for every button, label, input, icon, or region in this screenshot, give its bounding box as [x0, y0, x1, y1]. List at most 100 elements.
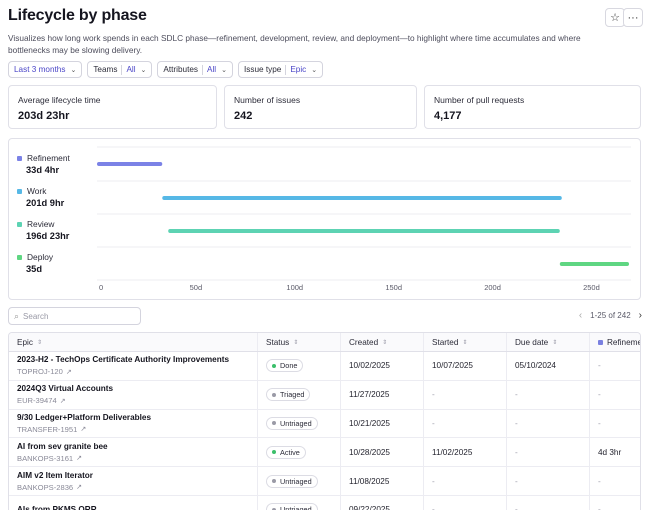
- column-header-due-date[interactable]: Due date ⇕: [507, 333, 590, 351]
- status-dot: [272, 507, 276, 510]
- sort-icon: ⇕: [552, 339, 558, 346]
- phase-bar-work[interactable]: [162, 196, 562, 200]
- date-range-filter[interactable]: Last 3 months ⌄: [8, 61, 83, 78]
- created-cell: 11/27/2025: [341, 380, 424, 409]
- metric-card-issues: Number of issues 242: [224, 85, 417, 129]
- refinement-cell: -: [598, 361, 601, 371]
- issue-type-filter-value: Epic: [290, 65, 307, 74]
- refinement-cell: -: [598, 390, 601, 400]
- epic-name-link[interactable]: AI from sev granite bee: [17, 441, 108, 451]
- page-description: Visualizes how long work spends in each …: [8, 33, 581, 55]
- due-date-cell: -: [507, 495, 590, 510]
- status-cell: Triaged: [258, 380, 341, 409]
- external-link-icon: ↗: [76, 484, 83, 492]
- issue-type-filter-label: Issue type: [244, 65, 282, 74]
- epic-cell: 2023-H2 - TechOps Certificate Authority …: [9, 352, 258, 380]
- epic-cell: 9/30 Ledger+Platform Deliverables TRANSFE…: [9, 409, 258, 438]
- metric-label: Number of issues: [234, 95, 301, 105]
- search-icon: ⌕: [14, 310, 20, 321]
- chart-plot-area: 0 50d 100d 150d 200d 250d: [97, 146, 631, 292]
- refinement-cell: -: [598, 505, 601, 510]
- metric-value: 203d 23hr: [18, 110, 70, 122]
- epic-name-link[interactable]: AIM v2 Item Iterator: [17, 470, 93, 480]
- legend-swatch: [17, 155, 22, 161]
- table-header: Epic ⇕ Status ⇕ Created ⇕ Started ⇕ Due date…: [9, 333, 640, 352]
- due-date-cell: -: [507, 438, 590, 467]
- attributes-filter[interactable]: Attributes All ⌄: [157, 61, 233, 78]
- epic-key[interactable]: TOPROJ-120 ↗: [17, 367, 72, 377]
- favorite-button[interactable]: ☆: [605, 8, 625, 27]
- x-tick-label: 150d: [385, 283, 402, 292]
- created-cell: 09/22/2025: [341, 495, 424, 510]
- epic-cell: AIM v2 Item Iterator BANKOPS-2836 ↗: [9, 467, 258, 495]
- legend-value: 196d 23hr: [26, 231, 70, 241]
- date-range-value: Last 3 months: [14, 65, 66, 74]
- epic-name-link[interactable]: 2023-H2 - TechOps Certificate Authority …: [17, 355, 230, 365]
- external-link-icon: ↗: [76, 455, 83, 463]
- x-tick-label: 100d: [286, 283, 303, 292]
- refinement-cell: -: [598, 476, 601, 486]
- table-row[interactable]: 9/30 Ledger+Platform Deliverables TRANSFE…: [9, 409, 640, 439]
- epic-key[interactable]: BANKOPS-2836 ↗: [17, 482, 83, 492]
- legend-swatch: [17, 221, 22, 227]
- teams-filter[interactable]: Teams All ⌄: [87, 61, 153, 78]
- sort-icon: ⇕: [462, 339, 468, 346]
- refinement-swatch: [598, 339, 603, 345]
- metric-value: 4,177: [434, 110, 462, 122]
- table-row[interactable]: AI from sev granite bee BANKOPS-3161 ↗ Acti…: [9, 438, 640, 468]
- external-link-icon: ↗: [59, 397, 66, 405]
- legend-swatch: [17, 254, 22, 260]
- epic-key[interactable]: EUR-39474 ↗: [17, 396, 66, 406]
- status-badge: Untriaged: [266, 474, 318, 488]
- due-date-cell: -: [507, 409, 590, 438]
- chevron-down-icon: ⌄: [221, 66, 227, 74]
- refinement-cell: 4d 3hr: [598, 447, 622, 457]
- more-options-button[interactable]: ···: [623, 8, 643, 27]
- column-header-started[interactable]: Started ⇕: [424, 333, 507, 351]
- next-page-button[interactable]: ›: [638, 310, 642, 321]
- table-row[interactable]: 2024Q3 Virtual Accounts EUR-39474 ↗ Triaged…: [9, 380, 640, 410]
- epic-key[interactable]: TRANSFER-1951 ↗: [17, 424, 87, 434]
- due-date-cell: 05/10/2024: [507, 352, 590, 380]
- column-header-created[interactable]: Created ⇕: [341, 333, 424, 351]
- table-row[interactable]: AIs from PKMS ORR Untriaged 09/22/2025- - -: [9, 495, 640, 510]
- issue-type-filter[interactable]: Issue type Epic ⌄: [238, 61, 324, 78]
- created-cell: 10/21/2025: [341, 409, 424, 438]
- status-dot: [272, 450, 276, 455]
- legend-label: Deploy: [27, 252, 54, 262]
- divider: [121, 64, 123, 75]
- metric-label: Number of pull requests: [434, 95, 525, 105]
- epic-key[interactable]: BANKOPS-3161 ↗: [17, 453, 83, 463]
- table-row[interactable]: AIM v2 Item Iterator BANKOPS-2836 ↗ Untriag…: [9, 467, 640, 496]
- legend-label: Refinement: [27, 153, 70, 163]
- started-cell: -: [424, 409, 507, 438]
- due-date-cell: -: [507, 380, 590, 409]
- column-header-refinement[interactable]: Refineme: [590, 333, 640, 351]
- search-input[interactable]: ⌕ Search: [8, 307, 141, 325]
- epic-name-link[interactable]: AIs from PKMS ORR: [17, 505, 97, 510]
- teams-filter-value: All: [126, 65, 136, 74]
- prev-page-button[interactable]: ‹: [578, 310, 583, 321]
- metric-value: 242: [234, 110, 253, 122]
- epic-cell: 2024Q3 Virtual Accounts EUR-39474 ↗: [9, 380, 258, 409]
- divider: [202, 64, 204, 75]
- x-tick-label: 0: [99, 283, 103, 292]
- x-tick-label: 200d: [484, 283, 501, 292]
- table-body: 2023-H2 - TechOps Certificate Authority …: [9, 352, 640, 510]
- more-icon: ···: [627, 11, 639, 24]
- column-header-status[interactable]: Status ⇕: [258, 333, 341, 351]
- column-header-epic[interactable]: Epic ⇕: [9, 333, 258, 351]
- external-link-icon: ↗: [80, 426, 87, 434]
- status-dot: [272, 363, 276, 368]
- table-row[interactable]: 2023-H2 - TechOps Certificate Authority …: [9, 352, 640, 381]
- phase-bar-deploy[interactable]: [559, 262, 630, 266]
- page-title: Lifecycle by phase: [8, 7, 147, 24]
- refinement-cell: -: [598, 418, 601, 428]
- phase-bar-review[interactable]: [168, 229, 560, 233]
- sort-icon: ⇕: [293, 339, 299, 346]
- epics-table: Epic ⇕ Status ⇕ Created ⇕ Started ⇕ Due date…: [8, 332, 641, 510]
- phase-bar-refinement[interactable]: [97, 162, 163, 166]
- legend-item-refinement: Refinement 33d 4hr: [17, 153, 70, 175]
- epic-name-link[interactable]: 9/30 Ledger+Platform Deliverables: [17, 412, 152, 422]
- epic-name-link[interactable]: 2024Q3 Virtual Accounts: [17, 384, 114, 394]
